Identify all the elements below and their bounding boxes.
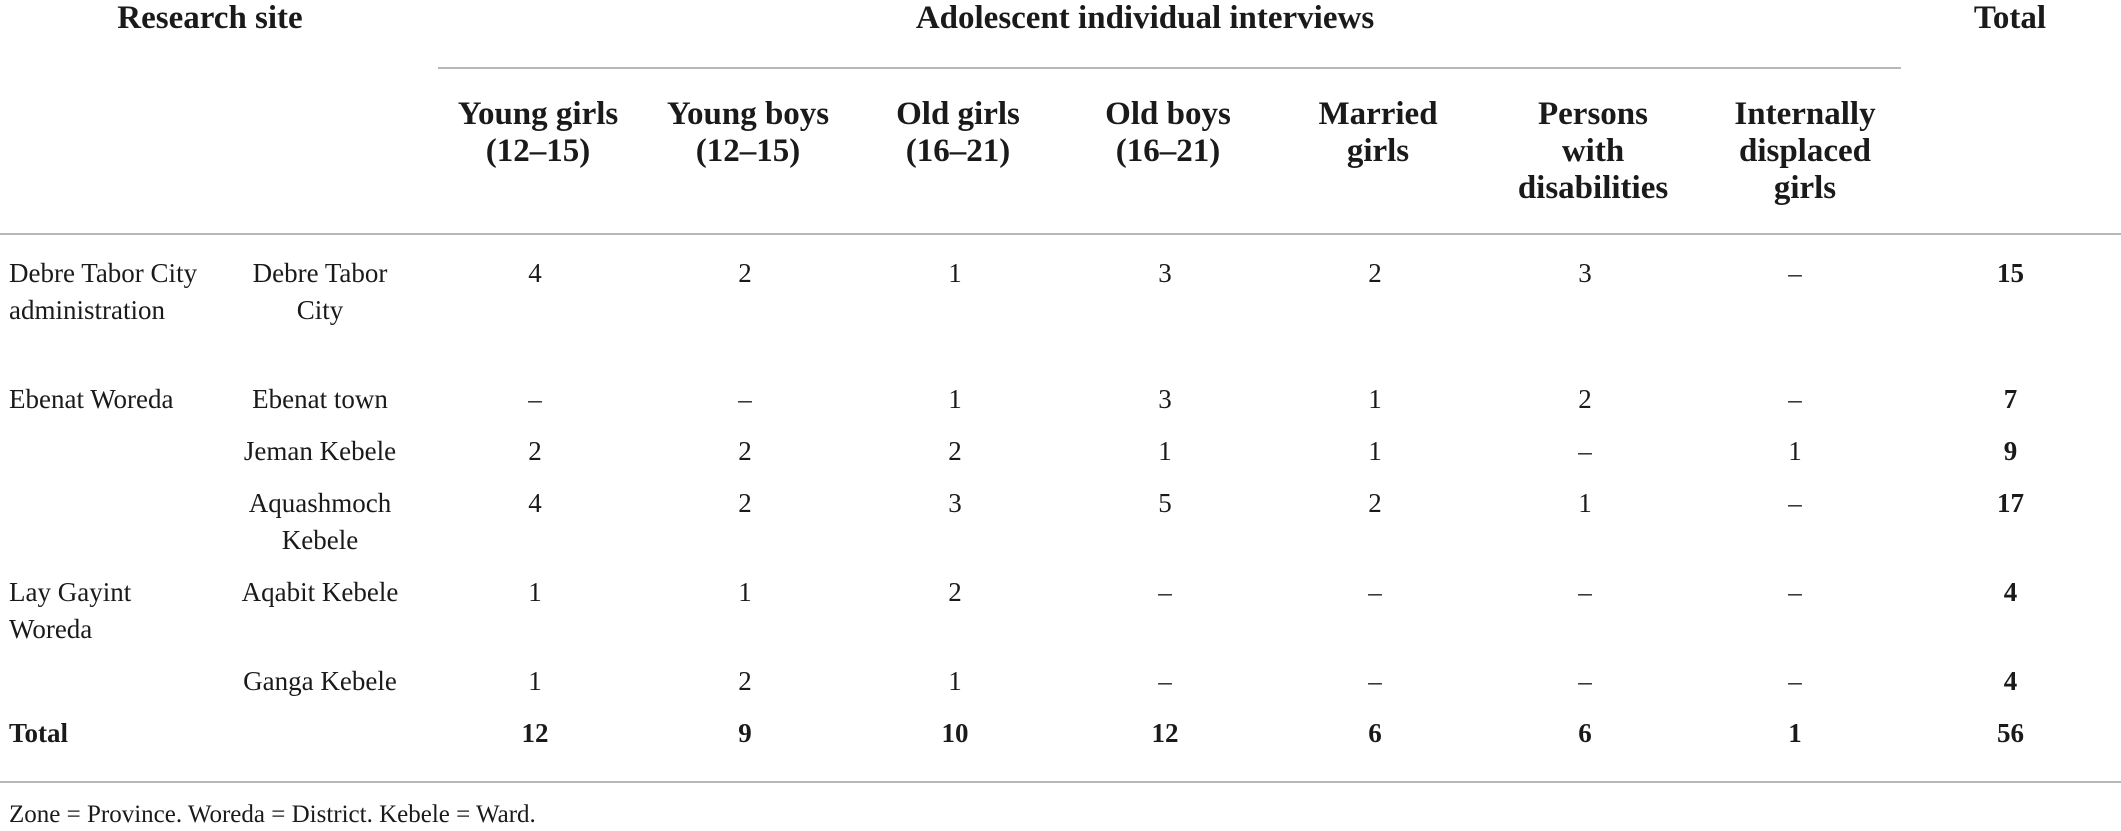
value-cell: – [1158,666,1172,696]
value-cell: 4 [528,258,542,288]
value-cell: – [1788,666,1802,696]
value-cell: – [1578,436,1592,466]
value-cell: 3 [1158,384,1172,414]
value-cell: 2 [528,436,542,466]
value-cell: 1 [1368,436,1382,466]
value-cell: – [738,384,752,414]
value-cell: 2 [948,577,962,607]
value-cell: – [1788,258,1802,288]
col-header-displaced-girls: Internally displaced girls [1734,96,1876,206]
value-cell: 1 [1578,488,1592,518]
value-cell: – [1578,577,1592,607]
value-cell: – [1158,577,1172,607]
col-header-married-girls: Married girls [1318,96,1438,169]
col-header-old-boys: Old boys (16–21) [1105,96,1231,169]
site-cell [0,663,210,715]
value-cell: 1 [528,666,542,696]
col-header-old-girls: Old girls (16–21) [896,96,1020,169]
table-row: Jeman Kebele 2 2 2 1 1 – 1 9 [0,433,2121,485]
grand-total-cell: 56 [1997,718,2024,748]
subsite-cell: Aquashmoch Kebele [248,488,392,555]
table-bottom-rule [0,781,2121,783]
totals-label: Total [9,718,69,748]
site-cell [0,485,210,574]
value-cell: 2 [1368,488,1382,518]
interviews-table: Debre Tabor City administration Debre Ta… [0,255,2121,767]
value-cell: – [1368,666,1382,696]
table-row: Aquashmoch Kebele 4 2 3 5 2 1 – 17 [0,485,2121,574]
totals-row: Total 12 9 10 12 6 6 1 56 [0,715,2121,767]
header-bottom-rule [0,233,2121,235]
row-total-cell: 9 [2003,436,2018,466]
header-total: Total [1973,0,2047,36]
value-cell: 5 [1158,488,1172,518]
value-cell: 1 [738,577,752,607]
total-value-cell: 1 [1788,718,1802,748]
group-underline [438,67,1901,69]
value-cell: 1 [528,577,542,607]
header-research-site: Research site [117,0,303,36]
value-cell: 2 [1578,384,1592,414]
total-value-cell: 12 [521,718,549,748]
value-cell: 4 [528,488,542,518]
col-header-persons-disabilities: Persons with disabilities [1517,96,1669,206]
value-cell: 2 [1368,258,1382,288]
table-row: Ganga Kebele 1 2 1 – – – – 4 [0,663,2121,715]
col-header-young-girls: Young girls (12–15) [457,96,619,169]
row-total-cell: 15 [1997,258,2024,288]
value-cell: 3 [948,488,962,518]
site-cell: Lay Gayint Woreda [9,577,132,644]
value-cell: 1 [948,666,962,696]
header-adolescent-interviews: Adolescent individual interviews [915,0,1375,36]
value-cell: – [1578,666,1592,696]
subsite-cell: Ganga Kebele [243,666,397,696]
site-cell: Debre Tabor City administration [9,258,198,325]
value-cell: 2 [738,436,752,466]
footnote: Zone = Province. Woreda = District. Kebe… [9,801,536,828]
row-total-cell: 7 [2003,384,2018,414]
value-cell: – [1788,577,1802,607]
value-cell: – [528,384,542,414]
value-cell: 2 [738,666,752,696]
subsite-cell: Aqabit Kebele [241,577,399,607]
value-cell: 1 [1788,436,1802,466]
value-cell: 2 [738,488,752,518]
site-cell [0,433,210,485]
site-cell: Ebenat Woreda [9,384,174,414]
value-cell: 3 [1158,258,1172,288]
total-value-cell: 9 [738,718,752,748]
total-value-cell: 6 [1368,718,1382,748]
value-cell: 2 [738,258,752,288]
value-cell: 1 [1158,436,1172,466]
table-row: Ebenat Woreda Ebenat town – – 1 3 1 2 – … [0,381,2121,433]
col-header-young-boys: Young boys (12–15) [666,96,830,169]
value-cell: 1 [1368,384,1382,414]
total-value-cell: 10 [941,718,969,748]
subsite-cell [210,715,430,767]
table-row: Debre Tabor City administration Debre Ta… [0,255,2121,381]
value-cell: – [1788,384,1802,414]
value-cell: 2 [948,436,962,466]
total-value-cell: 6 [1578,718,1592,748]
value-cell: – [1788,488,1802,518]
total-value-cell: 12 [1151,718,1179,748]
subsite-cell: Ebenat town [252,384,388,414]
value-cell: 1 [948,258,962,288]
row-total-cell: 4 [2003,577,2018,607]
table-row: Lay Gayint Woreda Aqabit Kebele 1 1 2 – … [0,574,2121,663]
row-total-cell: 4 [2003,666,2018,696]
value-cell: 3 [1578,258,1592,288]
subsite-cell: Jeman Kebele [243,436,397,466]
subsite-cell: Debre Tabor City [252,258,388,325]
value-cell: 1 [948,384,962,414]
row-total-cell: 17 [1997,488,2024,518]
value-cell: – [1368,577,1382,607]
